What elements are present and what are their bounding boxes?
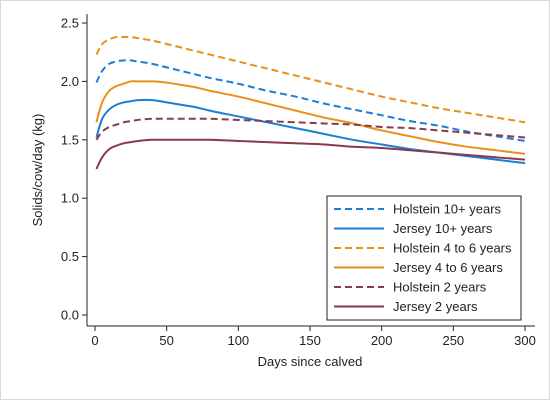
series-line-5 [95, 117, 526, 141]
legend-label: Jersey 2 years [393, 299, 478, 314]
series-lines [95, 35, 526, 170]
y-tick-label: 2.5 [61, 16, 79, 31]
x-tick-label: 250 [442, 333, 464, 348]
series-line-4 [95, 80, 526, 155]
legend-box [326, 195, 522, 321]
x-tick-label: 200 [371, 333, 393, 348]
legend-label: Holstein 10+ years [393, 202, 502, 217]
y-axis-title: Solids/cow/day (kg) [30, 114, 45, 227]
x-tick-label: 0 [91, 333, 98, 348]
legend-label: Jersey 10+ years [393, 221, 493, 236]
series-line-1 [95, 59, 526, 142]
x-tick-label: 150 [299, 333, 321, 348]
x-tick-label: 50 [159, 333, 173, 348]
legend-label: Holstein 2 years [393, 280, 487, 295]
legend-label: Jersey 4 to 6 years [393, 260, 503, 275]
y-tick-label: 0.0 [61, 308, 79, 323]
y-tick-label: 1.5 [61, 132, 79, 147]
x-tick-label: 100 [227, 333, 249, 348]
legend-label: Holstein 4 to 6 years [393, 241, 512, 256]
series-line-6 [95, 138, 526, 170]
y-tick-label: 0.5 [61, 249, 79, 264]
y-tick-label: 2.0 [61, 74, 79, 89]
tick-labels: 0.0 0.5 1.0 1.5 2.0 2.5 0 50 100 150 200 250 300 [61, 16, 536, 349]
series-line-3 [95, 35, 526, 124]
y-tick-label: 1.0 [61, 191, 79, 206]
axes [82, 14, 535, 331]
legend: Holstein 10+ years Jersey 10+ years Holste… [326, 195, 522, 321]
x-tick-label: 300 [514, 333, 536, 348]
x-axis-title: Days since calved [258, 354, 363, 369]
